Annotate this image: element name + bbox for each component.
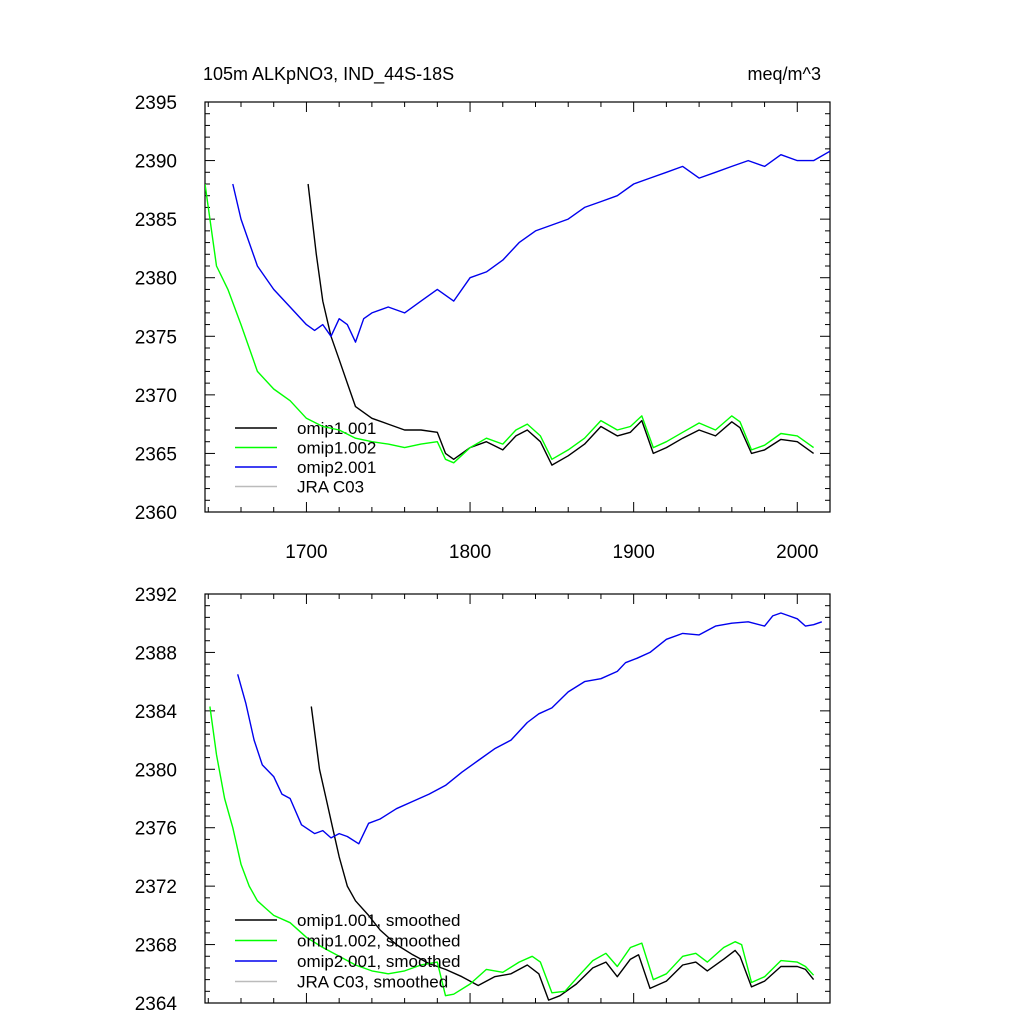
x-tick-label: 2000 [776,542,818,563]
y-tick-label: 2384 [135,702,178,723]
top-panel-title: 105m ALKpNO3, IND_44S-18S [203,64,454,85]
series-line-omip2-001 [232,150,830,343]
series-line-omip1-001 [307,183,815,466]
legend-label: omip1.002, smoothed [297,932,461,951]
y-tick-label: 2375 [135,327,177,348]
y-tick-label: 2370 [135,386,177,407]
legend-label: omip1.001 [297,419,376,438]
y-tick-label: 2385 [135,210,177,231]
y-tick-label: 2392 [135,585,177,606]
x-tick-label: 1900 [613,542,655,563]
y-tick-label: 2368 [135,936,177,957]
y-tick-label: 2395 [135,93,177,114]
top-panel: 105m ALKpNO3, IND_44S-18S meq/m^3 2360 23… [135,64,831,563]
legend-label: omip1.001, smoothed [297,911,461,930]
y-tick-label: 2372 [135,877,177,898]
y-tick-label: 2376 [135,819,177,840]
y-tick-label: 2364 [135,994,178,1015]
legend-label: JRA C03, smoothed [297,973,448,992]
legend-label: omip2.001, smoothed [297,952,461,971]
bottom-panel: 2364 2368 2372 2376 2380 2384 2388 2392 omip1.00… [135,585,831,1015]
plot-frame [204,593,831,1004]
legend-label: JRA C03 [297,478,364,497]
x-tick-label: 1800 [449,542,491,563]
y-tick-label: 2380 [135,760,177,781]
y-tick-label: 2388 [135,643,177,664]
legend-label: omip2.001 [297,458,376,477]
y-tick-label: 2365 [135,444,177,465]
plot-frame [204,101,831,513]
series-line-omip1-002 [205,183,815,464]
legend-label: omip1.002 [297,439,376,458]
x-tick-label: 1700 [285,542,327,563]
series-line-omip2-001 [237,612,823,845]
series-line-omip1-002 [209,706,815,997]
y-tick-label: 2390 [135,152,177,173]
y-tick-label: 2380 [135,269,177,290]
y-tick-label: 2360 [135,503,177,524]
series-line-omip1-001 [310,706,815,1001]
top-panel-units: meq/m^3 [748,64,821,84]
